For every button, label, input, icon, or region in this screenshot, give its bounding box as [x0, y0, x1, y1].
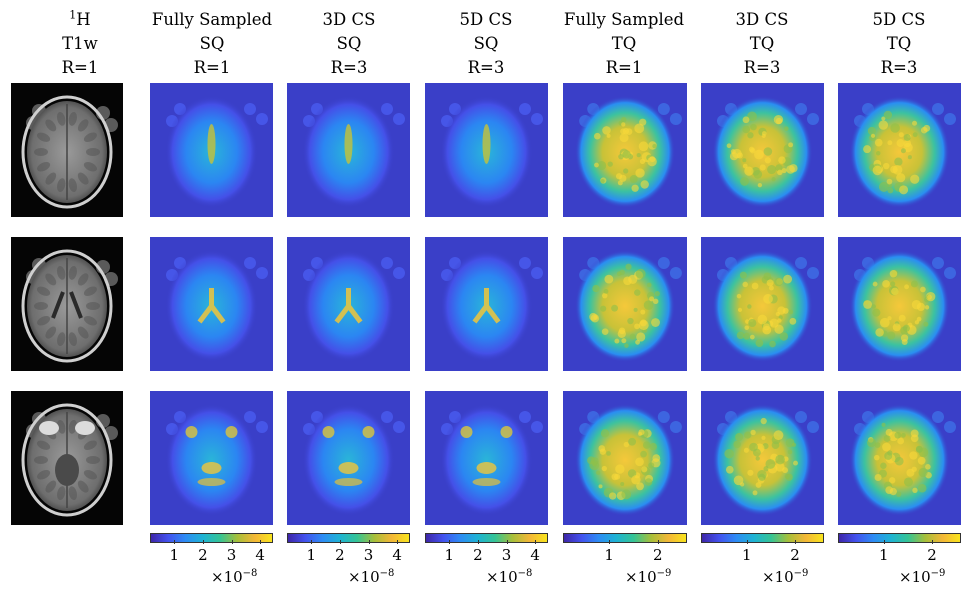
colorbar-tickmark: [746, 540, 748, 544]
colorbar-tickmark: [609, 540, 611, 544]
colorbar-sq-5dcs: [425, 533, 548, 543]
colorbar-tickmark: [397, 540, 399, 544]
header-line-1: 3D CS: [735, 10, 789, 29]
header-line-1: 5D CS: [872, 10, 926, 29]
header-line-2: T1w: [62, 34, 98, 53]
header-line-3: R=3: [467, 58, 505, 77]
colorbar-tq-3dcs: [701, 533, 824, 543]
column-header-5dcs-tq: 5D CS TQ R=3: [829, 8, 969, 80]
header-line-3: R=1: [193, 58, 231, 77]
column-header-3dcs-tq: 3D CS TQ R=3: [692, 8, 832, 80]
header-line-1: 3D CS: [322, 10, 376, 29]
header-line-2: TQ: [886, 34, 912, 53]
t1w-mri-image: [11, 83, 123, 217]
colorbar-tick-label: 3: [501, 546, 512, 564]
superscript-1: 1: [69, 8, 77, 22]
colorbar-tick-label: 2: [790, 546, 800, 564]
colorbar-tickmark: [311, 540, 313, 544]
colorbar-multiplier: ×10−8: [486, 568, 533, 586]
column-header-5dcs-sq: 5D CS SQ R=3: [416, 8, 556, 80]
colorbar-tick-label: 4: [530, 546, 540, 564]
colorbar-multiplier: ×10−9: [625, 568, 672, 586]
header-line-1: Fully Sampled: [151, 10, 273, 29]
colorbar-tickmark: [657, 540, 659, 544]
colorbar-tick-label: 3: [363, 546, 374, 564]
sodium-map-image: [150, 83, 273, 217]
colorbar-multiplier: ×10−8: [348, 568, 395, 586]
sodium-map-image: [838, 391, 961, 525]
colorbar-tick-label: 1: [444, 546, 455, 564]
colorbar-tick-label: 2: [198, 546, 208, 564]
colorbar-tick-label: 2: [473, 546, 483, 564]
colorbar-tickmark: [477, 540, 479, 544]
colorbar-tickmark: [231, 540, 233, 544]
colorbar-tickmark: [883, 540, 885, 544]
sodium-map-image: [425, 391, 548, 525]
header-line-2: TQ: [749, 34, 775, 53]
colorbar-tick-label: 3: [226, 546, 237, 564]
header-line-3: R=1: [61, 58, 99, 77]
t1w-mri-image: [11, 391, 123, 525]
colorbar-tick-label: 4: [255, 546, 265, 564]
colorbar-tickmark: [368, 540, 370, 544]
header-line-3: R=3: [330, 58, 368, 77]
colorbar-multiplier: ×10−9: [762, 568, 809, 586]
colorbar-tick-label: 2: [653, 546, 663, 564]
colorbar-tick-label: 1: [742, 546, 752, 564]
sodium-map-image: [838, 83, 961, 217]
colorbar-sq-fully: [150, 533, 273, 543]
colorbar-tickmark: [932, 540, 934, 544]
colorbar-tick-label: 1: [604, 546, 614, 564]
colorbar-tick-label: 1: [879, 546, 889, 564]
header-line-3: R=1: [605, 58, 643, 77]
column-header-fully-sampled-tq: Fully Sampled TQ R=1: [554, 8, 694, 80]
colorbar-tick-label: 1: [306, 546, 317, 564]
column-header-t1w: 1H T1w R=1: [10, 8, 150, 80]
sodium-map-image: [701, 83, 824, 217]
sodium-map-image: [838, 237, 961, 371]
header-line-1: Fully Sampled: [563, 10, 685, 29]
sodium-map-image: [563, 391, 687, 525]
colorbar-sq-3dcs: [287, 533, 410, 543]
header-line-3: R=3: [880, 58, 918, 77]
colorbar-tickmark: [260, 540, 262, 544]
header-line-2: SQ: [336, 34, 362, 53]
sodium-map-image: [150, 237, 273, 371]
column-header-3dcs-sq: 3D CS SQ R=3: [279, 8, 419, 80]
colorbar-tick-label: 4: [392, 546, 402, 564]
colorbar-tickmark: [174, 540, 176, 544]
colorbar-tick-label: 1: [169, 546, 180, 564]
sodium-map-image: [287, 391, 410, 525]
header-line-2: SQ: [199, 34, 225, 53]
colorbar-multiplier: ×10−9: [899, 568, 946, 586]
sodium-map-image: [701, 391, 824, 525]
header-line-2: TQ: [611, 34, 637, 53]
colorbar-tickmark: [535, 540, 537, 544]
sodium-map-image: [287, 237, 410, 371]
colorbar-tq-fully: [563, 533, 687, 543]
header-line-3: R=3: [743, 58, 781, 77]
column-header-fully-sampled-sq: Fully Sampled SQ R=1: [142, 8, 282, 80]
sodium-map-image: [425, 237, 548, 371]
header-line-1: 5D CS: [459, 10, 513, 29]
sodium-map-image: [425, 83, 548, 217]
colorbar-tick-label: 2: [335, 546, 345, 564]
colorbar-tickmark: [449, 540, 451, 544]
sodium-map-image: [150, 391, 273, 525]
colorbar-multiplier: ×10−8: [211, 568, 258, 586]
colorbar-tick-label: 2: [927, 546, 937, 564]
header-line-1: H: [76, 10, 91, 29]
sodium-map-image: [287, 83, 410, 217]
header-line-2: SQ: [473, 34, 499, 53]
colorbar-tickmark: [795, 540, 797, 544]
t1w-mri-image: [11, 237, 123, 371]
colorbar-tq-5dcs: [838, 533, 961, 543]
sodium-map-image: [701, 237, 824, 371]
colorbar-tickmark: [506, 540, 508, 544]
sodium-map-image: [563, 237, 687, 371]
colorbar-tickmark: [202, 540, 204, 544]
colorbar-tickmark: [339, 540, 341, 544]
sodium-map-image: [563, 83, 687, 217]
